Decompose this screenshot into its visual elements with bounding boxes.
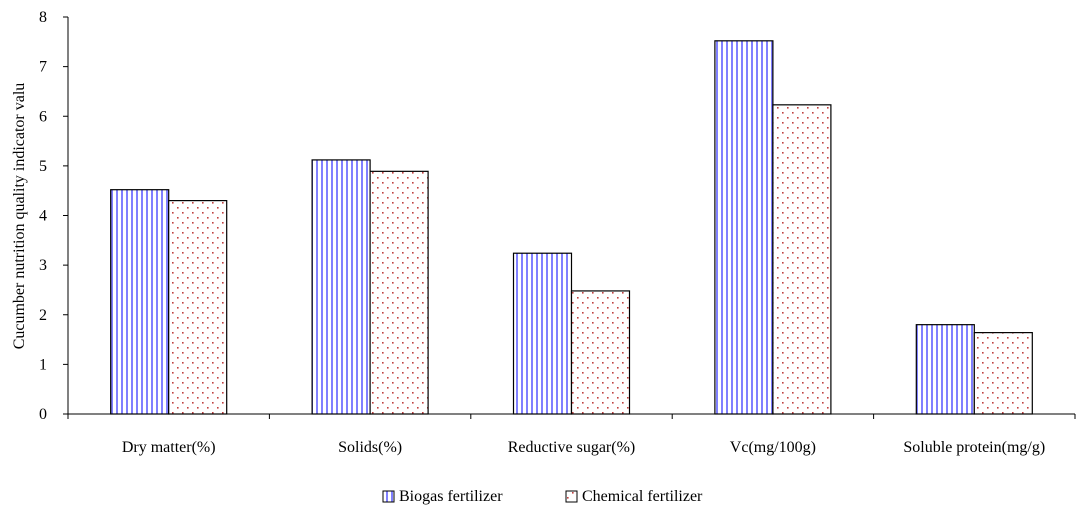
bars bbox=[110, 40, 1033, 415]
legend: Biogas fertilizer Chemical fertilizer bbox=[382, 488, 703, 505]
y-axis-label: Cucumber nutrition quality indicator val… bbox=[11, 83, 28, 350]
y-tick-label: 4 bbox=[39, 208, 47, 225]
x-tick-label: Reductive sugar(%) bbox=[508, 439, 636, 456]
bar-biogas bbox=[311, 159, 371, 415]
y-tick-label: 3 bbox=[39, 257, 47, 274]
legend-swatch-biogas bbox=[382, 490, 395, 503]
x-tick-label: Solids(%) bbox=[338, 439, 402, 456]
legend-label-chemical: Chemical fertilizer bbox=[582, 488, 703, 505]
y-tick-label: 0 bbox=[39, 406, 47, 423]
x-tick-label: Vc(mg/100g) bbox=[730, 439, 816, 456]
y-tick-label: 2 bbox=[39, 307, 47, 324]
bar-chemical bbox=[570, 290, 631, 415]
x-tick-label: Soluble protein(mg/g) bbox=[903, 439, 1045, 456]
bar-biogas bbox=[110, 189, 170, 415]
x-tick-label: Dry matter(%) bbox=[122, 439, 216, 456]
y-tick-label: 1 bbox=[39, 356, 47, 373]
x-axis: Dry matter(%) Solids(%) Reductive sugar(%)… bbox=[67, 413, 1076, 456]
bar-chemical bbox=[168, 200, 228, 415]
bar-chemical bbox=[369, 170, 429, 415]
bar-chemical bbox=[973, 332, 1033, 415]
legend-label-biogas: Biogas fertilizer bbox=[399, 488, 503, 505]
legend-swatch-chemical bbox=[565, 490, 578, 503]
bar-chemical bbox=[772, 104, 832, 415]
y-tick-label: 6 bbox=[39, 108, 47, 125]
y-tick-label: 5 bbox=[39, 158, 47, 175]
y-tick-label: 8 bbox=[39, 9, 47, 26]
bar-biogas bbox=[512, 252, 573, 415]
y-axis: 0 1 2 3 4 5 6 7 8 bbox=[39, 9, 69, 423]
y-tick-label: 7 bbox=[39, 59, 47, 76]
bar-biogas bbox=[714, 40, 774, 415]
bar-biogas bbox=[915, 324, 975, 415]
